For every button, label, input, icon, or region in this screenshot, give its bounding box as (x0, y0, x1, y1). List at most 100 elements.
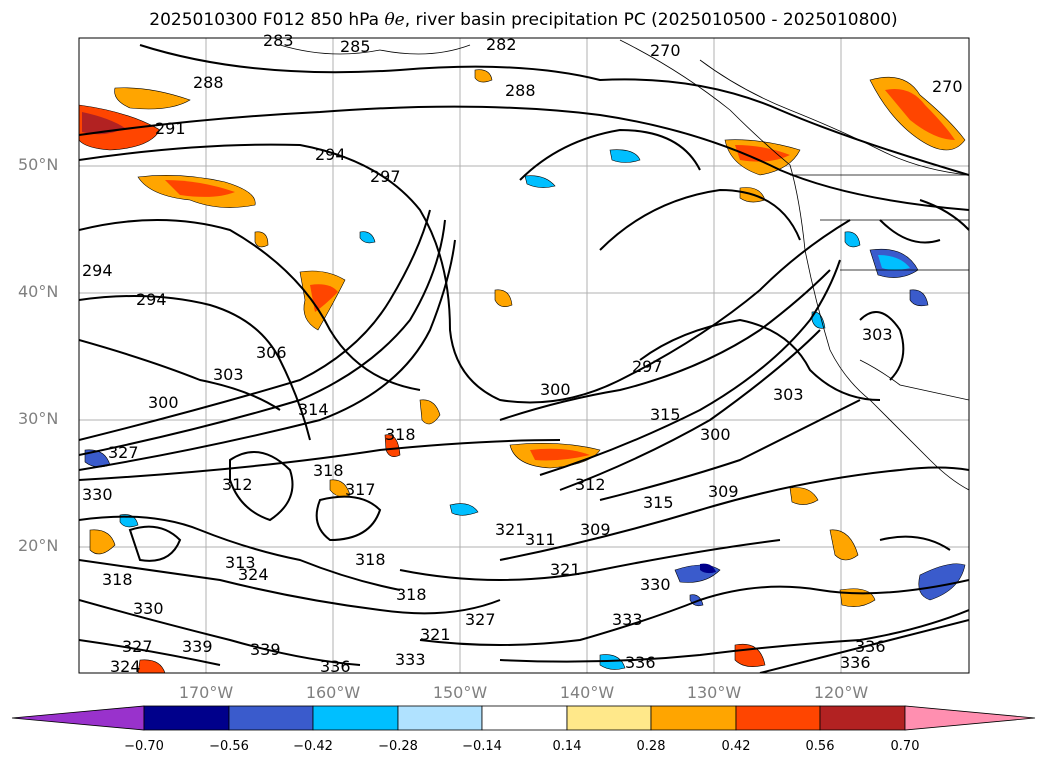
precip-blob (885, 89, 955, 140)
precip-negative-areas (84, 149, 966, 670)
precip-blob (419, 399, 441, 425)
colorbar-segment (566, 705, 652, 731)
contour-label: 282 (486, 35, 517, 54)
contour-label: 315 (643, 493, 674, 512)
contour-label: 300 (700, 425, 731, 444)
precip-blob (474, 69, 493, 83)
colorbar-tick-label: 0.56 (805, 739, 835, 754)
precip-blob (165, 180, 235, 197)
contour-label: 324 (238, 565, 269, 584)
colorbar-segment (228, 705, 314, 731)
contour-label: 317 (345, 480, 376, 499)
contour-label: 285 (340, 37, 371, 56)
precip-blob (137, 659, 166, 673)
colorbar-tick-label: 0.42 (721, 739, 751, 754)
contour-label: 318 (313, 461, 344, 480)
precip-blob (918, 563, 966, 601)
contour-label: 336 (625, 653, 656, 672)
precip-blob (310, 284, 338, 312)
longitude-label: 140°W (559, 683, 615, 702)
contour-label: 309 (580, 520, 611, 539)
contour-label: 300 (148, 393, 179, 412)
contour-label: 288 (193, 73, 224, 92)
precip-blob (829, 529, 859, 561)
precip-blob (909, 289, 929, 307)
colorbar-segment (819, 705, 906, 731)
colorbar-tick-label: −0.56 (209, 739, 249, 754)
contour-label: 283 (263, 31, 294, 50)
contour-label: 297 (370, 167, 401, 186)
colorbar (11, 705, 1036, 731)
precip-blob (254, 231, 269, 248)
contour-label: 270 (650, 41, 681, 60)
contour-label: 294 (82, 261, 113, 280)
precip-blob (530, 448, 590, 461)
contour-label: 318 (102, 570, 133, 589)
contour-label: 339 (182, 637, 213, 656)
precip-blob (449, 503, 479, 516)
map-background (79, 38, 969, 673)
contour-label: 318 (385, 425, 416, 444)
contour-label: 309 (708, 482, 739, 501)
contour-label: 291 (155, 119, 186, 138)
colorbar-segment (481, 705, 568, 731)
contour-label: 270 (932, 77, 963, 96)
precip-blob (599, 654, 626, 670)
longitude-label: 160°W (305, 683, 361, 702)
contour-label: 324 (110, 657, 141, 676)
precip-positive-areas (79, 69, 966, 673)
precip-blob (735, 145, 790, 162)
contour-label: 303 (862, 325, 893, 344)
contour-label: 321 (495, 520, 526, 539)
coastlines (279, 39, 969, 491)
colorbar-tick-label: 0.70 (890, 739, 920, 754)
latitude-label: 20°N (18, 536, 59, 555)
contour-label: 306 (256, 343, 287, 362)
contour-label: 318 (396, 585, 427, 604)
contour-label: 327 (465, 610, 496, 629)
longitude-label: 170°W (178, 683, 234, 702)
contour-label: 321 (420, 625, 451, 644)
precip-blob (384, 434, 401, 457)
precip-blob (811, 311, 826, 329)
precip-blob (89, 529, 116, 555)
contour-label: 330 (640, 575, 671, 594)
gridlines (79, 38, 969, 673)
precip-blob (329, 479, 351, 497)
contour-label: 313 (225, 553, 256, 572)
contour-label: 330 (133, 599, 164, 618)
contour-label: 327 (122, 637, 153, 656)
contour-label: 303 (213, 365, 244, 384)
latitude-label: 50°N (18, 155, 59, 174)
contour-label: 321 (550, 560, 581, 579)
longitude-label: 130°W (686, 683, 742, 702)
contour-label: 315 (650, 405, 681, 424)
contour-label: 327 (108, 443, 139, 462)
contour-label: 333 (395, 650, 426, 669)
contour-label: 303 (773, 385, 804, 404)
contour-label: 339 (250, 640, 281, 659)
colorbar-tick-label: 0.14 (552, 739, 582, 754)
colorbar-tick-label: −0.28 (378, 739, 418, 754)
precip-blob (878, 255, 910, 270)
contour-label: 294 (136, 290, 167, 309)
colorbar-tick-label: −0.42 (293, 739, 333, 754)
precip-blob (114, 87, 191, 110)
contour-label: 312 (575, 475, 606, 494)
theta-e-symbol: θe (384, 10, 405, 30)
longitude-label: 150°W (432, 683, 488, 702)
theta-e-contours (79, 44, 969, 673)
colorbar-tick-label: −0.14 (462, 739, 502, 754)
longitude-label: 120°W (813, 683, 869, 702)
precip-blob (700, 563, 716, 574)
contour-label: 297 (632, 357, 663, 376)
contour-label: 300 (540, 380, 571, 399)
colorbar-tick-label: −0.70 (124, 739, 164, 754)
colorbar-segment (397, 705, 483, 731)
colorbar-segment (312, 705, 399, 731)
contour-label: 336 (320, 657, 351, 676)
contour-labels: 283 285 282 270 288 288 270 291 294 297 … (82, 31, 963, 676)
contour-label: 333 (612, 610, 643, 629)
colorbar-tick-label: 0.28 (636, 739, 666, 754)
